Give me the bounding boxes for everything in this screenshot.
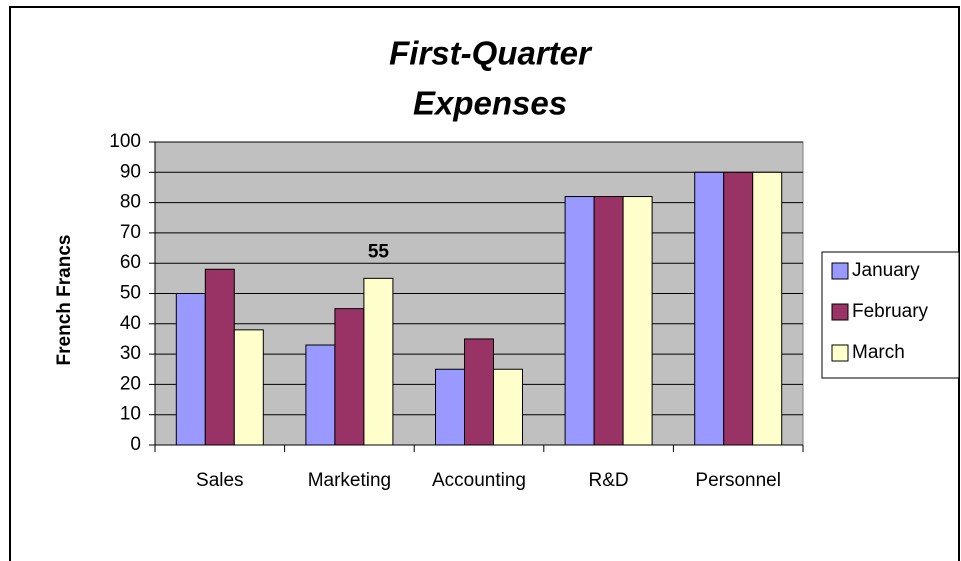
y-tick-label: 20 [120,373,141,394]
y-axis-label: French Francs [54,235,75,366]
bar [723,171,754,446]
bar [593,196,624,446]
y-tick-label: 10 [120,404,141,425]
x-tick-label: Sales [196,470,244,491]
bar [564,196,595,446]
y-tick-label: 100 [109,131,141,152]
bar [204,268,235,446]
bar [305,344,336,446]
legend-label: February [852,301,929,322]
x-tick-label: Marketing [308,470,391,491]
bar [694,171,725,446]
x-tick-label: Personnel [695,470,781,491]
legend-label: March [852,342,905,363]
y-tick-label: 70 [120,222,141,243]
bar [363,277,394,446]
bar [622,196,653,446]
y-tick-label: 40 [120,313,141,334]
bar [435,368,465,446]
chart-title: Expenses [413,85,567,122]
y-tick-label: 50 [120,283,141,304]
bar [175,293,206,446]
legend-swatch [831,303,849,321]
bar [493,368,523,446]
chart-title: First-Quarter [389,35,593,72]
y-tick-label: 30 [120,343,141,364]
bar [233,329,264,446]
y-tick-label: 0 [130,434,141,455]
bar [752,171,783,446]
bar [464,338,494,446]
y-tick-label: 80 [120,192,141,213]
x-tick-label: R&D [589,470,629,491]
x-tick-label: Accounting [432,470,526,491]
y-tick-label: 60 [120,252,141,273]
bar [334,308,365,446]
legend-swatch [831,262,849,280]
legend-swatch [831,344,849,362]
legend-label: January [852,260,920,281]
y-tick-label: 90 [120,161,141,182]
data-label: 55 [368,241,390,262]
